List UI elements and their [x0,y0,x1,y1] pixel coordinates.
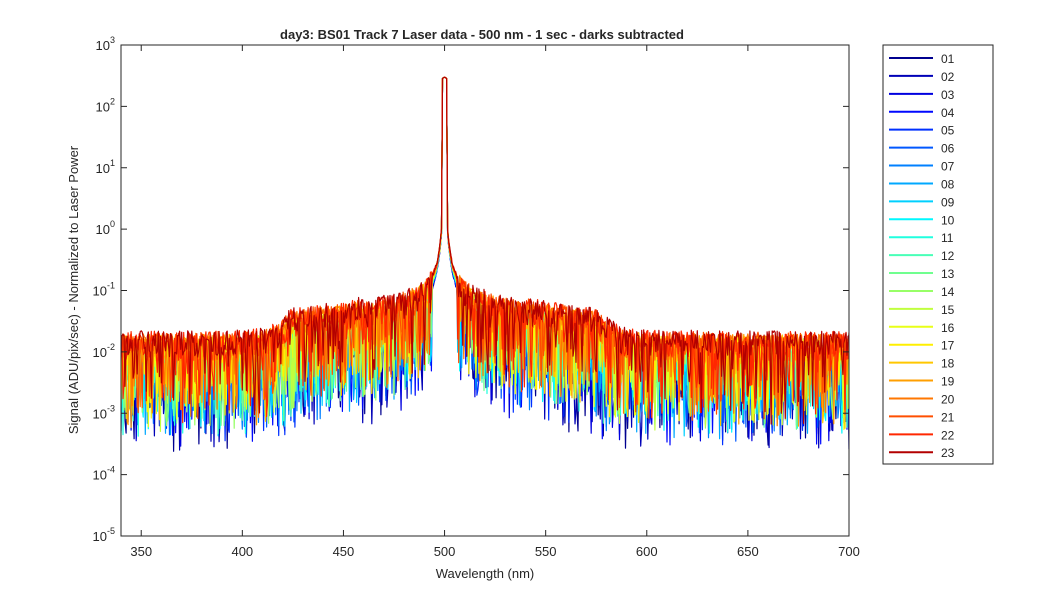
x-tick-label: 700 [838,544,860,559]
legend-entry-04: 04 [889,106,955,120]
legend-entry-07: 07 [889,160,955,174]
legend-entry-01: 01 [889,52,955,66]
legend-label: 16 [941,321,955,335]
y-tick-label: 10-3 [93,403,115,421]
x-tick-label: 450 [333,544,355,559]
legend-label: 17 [941,339,955,353]
y-tick-label: 10-5 [93,526,115,544]
y-axis: 10-5 10-4 10-3 10-2 10-1 100 101 102 103 [93,35,849,544]
legend: 01 02 03 04 05 06 07 08 09 10 11 12 13 14 15 16 17 18 19 20… [889,52,955,460]
legend-entry-02: 02 [889,70,955,84]
chart-title: day3: BS01 Track 7 Laser data - 500 nm -… [280,27,684,42]
y-tick-label: 10-4 [93,465,115,483]
legend-label: 01 [941,52,955,66]
legend-entry-13: 13 [889,267,955,281]
legend-label: 04 [941,106,955,120]
legend-entry-20: 20 [889,392,955,406]
y-axis-label: Signal (ADU/pix/sec) - Normalized to Las… [66,145,81,434]
legend-entry-10: 10 [889,213,955,227]
x-axis: 350 400 450 500 550 600 650 700 [130,45,860,559]
y-tick-label: 102 [96,96,115,114]
legend-entry-08: 08 [889,177,955,191]
legend-label: 15 [941,303,955,317]
legend-entry-12: 12 [889,249,955,263]
y-tick-label: 10-1 [93,281,115,299]
plot-series-layer [121,76,849,452]
x-tick-label: 600 [636,544,658,559]
legend-label: 10 [941,213,955,227]
legend-label: 05 [941,124,955,138]
legend-entry-22: 22 [889,428,955,442]
x-tick-label: 350 [130,544,152,559]
y-tick-label: 101 [96,158,115,176]
legend-label: 14 [941,285,955,299]
legend-label: 23 [941,446,955,460]
x-tick-label: 550 [535,544,557,559]
legend-entry-23: 23 [889,446,955,460]
legend-entry-21: 21 [889,410,955,424]
x-axis-label: Wavelength (nm) [436,566,535,581]
legend-entry-16: 16 [889,321,955,335]
y-tick-label: 100 [96,219,115,237]
legend-label: 06 [941,142,955,156]
legend-label: 03 [941,88,955,102]
legend-label: 09 [941,195,955,209]
legend-entry-18: 18 [889,357,955,371]
legend-entry-19: 19 [889,375,955,389]
legend-entry-09: 09 [889,195,955,209]
legend-entry-03: 03 [889,88,955,102]
legend-label: 12 [941,249,955,263]
legend-entry-06: 06 [889,142,955,156]
legend-label: 07 [941,160,955,174]
series-line-23 [121,76,849,425]
y-tick-label: 103 [96,35,115,53]
legend-label: 13 [941,267,955,281]
x-tick-label: 650 [737,544,759,559]
legend-entry-05: 05 [889,124,955,138]
y-tick-label: 10-2 [93,342,115,360]
legend-entry-14: 14 [889,285,955,299]
legend-label: 02 [941,70,955,84]
x-tick-label: 500 [434,544,456,559]
legend-label: 22 [941,428,955,442]
legend-label: 18 [941,357,955,371]
legend-label: 19 [941,375,955,389]
legend-entry-11: 11 [889,231,954,245]
legend-label: 20 [941,392,955,406]
legend-label: 08 [941,177,955,191]
legend-entry-15: 15 [889,303,955,317]
legend-label: 21 [941,410,955,424]
legend-label: 11 [941,231,954,245]
x-tick-label: 400 [231,544,253,559]
legend-entry-17: 17 [889,339,955,353]
